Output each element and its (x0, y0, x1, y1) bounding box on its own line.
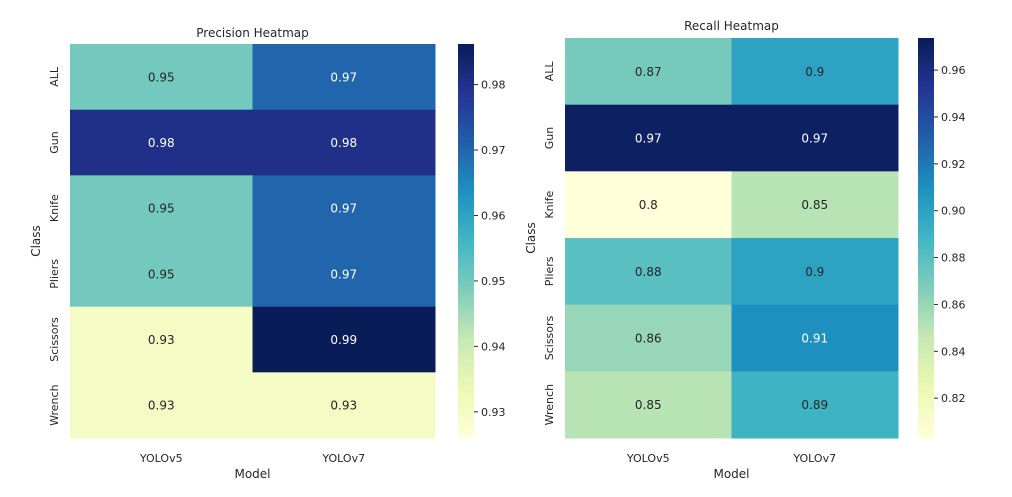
precision-y-tick-label: Knife (48, 194, 61, 222)
precision-colorbar-tick-label: 0.96 (481, 209, 506, 222)
recall-colorbar-tick-label: 0.96 (941, 64, 966, 77)
recall-colorbar-tick-label: 0.90 (941, 205, 966, 218)
recall-x-tick-label: YOLOv5 (626, 452, 670, 465)
recall-cell (565, 371, 732, 439)
recall-y-tick-label: Gun (543, 127, 556, 149)
precision-y-tick-label: ALL (48, 66, 61, 87)
recall-y-tick-label: Wrench (543, 384, 556, 425)
precision-y-tick-label: Gun (48, 131, 61, 153)
precision-y-tick-labels: ALL Gun Knife Pliers Scissors Wrench (48, 66, 61, 426)
precision-cell (252, 175, 436, 242)
recall-cell (731, 38, 899, 106)
recall-cell-value: 0.97 (635, 132, 662, 146)
recall-cell (731, 104, 899, 172)
recall-y-tick-label: ALL (543, 61, 556, 82)
recall-x-tick-labels: YOLOv5 YOLOv7 (626, 452, 836, 465)
recall-cell-value: 0.97 (801, 132, 828, 146)
recall-cell (731, 238, 899, 306)
recall-cell (731, 304, 899, 372)
precision-heatmap-panel: Precision Heatmap 0.95 0.970.98 0.980.95 0.… (29, 26, 506, 481)
precision-cell-value: 0.97 (330, 202, 357, 216)
recall-cell-value: 0.86 (635, 332, 662, 346)
precision-colorbar-tick-label: 0.95 (481, 275, 506, 288)
recall-y-axis-label: Class (524, 222, 538, 254)
recall-cell-value: 0.9 (805, 65, 824, 79)
recall-cell (565, 304, 732, 372)
recall-cell-value: 0.85 (635, 398, 662, 412)
precision-cell-value: 0.93 (330, 399, 357, 413)
recall-colorbar-tick-label: 0.88 (941, 252, 966, 265)
precision-cell (252, 44, 436, 111)
recall-heatmap-panel: Recall Heatmap 0.87 0.90.97 0.970.8 0.850.8… (524, 19, 966, 481)
precision-cell (70, 241, 253, 308)
precision-x-axis-label: Model (234, 467, 270, 481)
recall-y-tick-labels: ALL Gun Knife Pliers Scissors Wrench (543, 61, 556, 426)
precision-cell (70, 372, 253, 439)
recall-y-tick-label: Pliers (543, 256, 556, 286)
precision-cell-value: 0.97 (330, 70, 357, 84)
recall-y-tick-label: Knife (543, 190, 556, 218)
recall-colorbar-tick-label: 0.86 (941, 298, 966, 311)
precision-y-tick-label: Pliers (48, 259, 61, 289)
recall-colorbar-tick-label: 0.92 (941, 158, 966, 171)
recall-cell (731, 371, 899, 439)
recall-cell-value: 0.87 (635, 65, 662, 79)
recall-colorbar-tick-label: 0.82 (941, 392, 966, 405)
precision-heatmap-title: Precision Heatmap (196, 26, 308, 40)
precision-colorbar-tick-label: 0.98 (481, 79, 506, 92)
recall-cell (565, 38, 732, 106)
recall-x-axis-label: Model (713, 467, 749, 481)
recall-cell (565, 171, 732, 239)
recall-heatmap-cells: 0.87 0.9 0.97 0.97 0.8 0.85 0.88 0.9 0.86 0.91 0.8… (565, 38, 899, 439)
precision-cell-value: 0.99 (330, 333, 357, 347)
precision-cell (70, 109, 253, 176)
precision-colorbar-tick-label: 0.93 (481, 406, 506, 419)
precision-x-tick-label: YOLOv5 (139, 452, 183, 465)
precision-cell (252, 241, 436, 308)
recall-colorbar-ticks: 0.82 0.84 0.86 0.88 0.90 0.92 0.94 0.96 (934, 64, 966, 405)
precision-cell-value: 0.98 (148, 136, 175, 150)
recall-cell-value: 0.91 (801, 332, 828, 346)
recall-cell (565, 238, 732, 306)
precision-cell-value: 0.95 (148, 70, 175, 84)
precision-cell-value: 0.97 (330, 267, 357, 281)
precision-cell-value: 0.95 (148, 202, 175, 216)
precision-cell (70, 44, 253, 111)
precision-y-tick-label: Scissors (48, 317, 61, 362)
recall-cell (731, 171, 899, 239)
recall-colorbar-tick-label: 0.94 (941, 111, 966, 124)
recall-cell-value: 0.85 (801, 198, 828, 212)
precision-colorbar-tick-label: 0.94 (481, 340, 506, 353)
precision-x-tick-label: YOLOv7 (321, 452, 365, 465)
precision-cell-value: 0.95 (148, 267, 175, 281)
precision-colorbar (458, 44, 474, 438)
precision-cell (252, 372, 436, 439)
precision-heatmap-cells: 0.95 0.97 0.98 0.98 0.95 0.97 0.95 0.97 0.93 0.99… (70, 44, 436, 439)
precision-cell-value: 0.98 (330, 136, 357, 150)
recall-cell (565, 104, 732, 172)
recall-cell-value: 0.88 (635, 265, 662, 279)
precision-cell (252, 109, 436, 176)
recall-colorbar (918, 38, 934, 438)
precision-cell-value: 0.93 (148, 333, 175, 347)
precision-cell-value: 0.93 (148, 399, 175, 413)
recall-y-tick-label: Scissors (543, 315, 556, 360)
recall-cell-value: 0.9 (805, 265, 824, 279)
precision-cell (70, 175, 253, 242)
precision-cell (252, 306, 436, 373)
recall-cell-value: 0.89 (801, 398, 828, 412)
precision-y-tick-label: Wrench (48, 384, 61, 425)
recall-x-tick-label: YOLOv7 (792, 452, 836, 465)
recall-cell-value: 0.8 (639, 198, 658, 212)
precision-cell (70, 306, 253, 373)
precision-x-tick-labels: YOLOv5 YOLOv7 (139, 452, 365, 465)
precision-y-axis-label: Class (29, 225, 43, 257)
recall-heatmap-title: Recall Heatmap (684, 19, 779, 33)
recall-colorbar-tick-label: 0.84 (941, 345, 966, 358)
precision-colorbar-tick-label: 0.97 (481, 144, 506, 157)
precision-colorbar-ticks: 0.93 0.94 0.95 0.96 0.97 0.98 (474, 79, 506, 419)
